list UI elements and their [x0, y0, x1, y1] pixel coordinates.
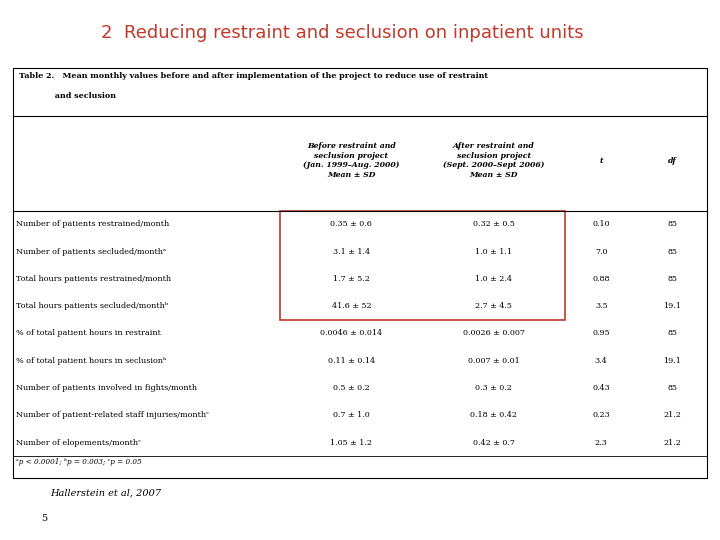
Text: 2.7 ± 4.5: 2.7 ± 4.5	[475, 302, 512, 310]
Text: 0.11 ± 0.14: 0.11 ± 0.14	[328, 357, 375, 364]
Text: 0.42 ± 0.7: 0.42 ± 0.7	[472, 438, 515, 447]
Text: 0.10: 0.10	[593, 220, 610, 228]
Text: 19.1: 19.1	[663, 357, 681, 364]
Text: 0.95: 0.95	[593, 329, 610, 338]
Text: Hallerstein et al, 2007: Hallerstein et al, 2007	[50, 489, 161, 498]
Text: 1.05 ± 1.2: 1.05 ± 1.2	[330, 438, 372, 447]
Text: 85: 85	[667, 384, 678, 392]
Text: Number of patient-related staff injuries/monthᶜ: Number of patient-related staff injuries…	[16, 411, 209, 420]
Text: 0.18 ± 0.42: 0.18 ± 0.42	[470, 411, 517, 420]
Text: df: df	[668, 157, 677, 165]
Text: 3.1 ± 1.4: 3.1 ± 1.4	[333, 247, 370, 255]
Text: % of total patient hours in restraint: % of total patient hours in restraint	[16, 329, 161, 338]
Text: 1.0 ± 2.4: 1.0 ± 2.4	[475, 275, 512, 283]
Text: 0.88: 0.88	[593, 275, 610, 283]
Text: 85: 85	[667, 247, 678, 255]
Text: 0.007 ± 0.01: 0.007 ± 0.01	[468, 357, 520, 364]
Text: 85: 85	[667, 275, 678, 283]
Text: 5: 5	[41, 514, 48, 523]
Text: 0.43: 0.43	[593, 384, 610, 392]
Text: Before restraint and
seclusion project
(Jan. 1999–Aug. 2000)
Mean ± SD: Before restraint and seclusion project (…	[303, 143, 400, 179]
Text: 7.0: 7.0	[595, 247, 608, 255]
Text: Number of patients restrained/month: Number of patients restrained/month	[16, 220, 169, 228]
Text: Table 2.   Mean monthly values before and after implementation of the project to: Table 2. Mean monthly values before and …	[19, 72, 487, 80]
Text: 0.3 ± 0.2: 0.3 ± 0.2	[475, 384, 512, 392]
Text: t: t	[599, 157, 603, 165]
Text: 85: 85	[667, 220, 678, 228]
Text: Number of elopements/monthᶜ: Number of elopements/monthᶜ	[16, 438, 140, 447]
Text: 1.0 ± 1.1: 1.0 ± 1.1	[475, 247, 512, 255]
Text: 85: 85	[667, 329, 678, 338]
Text: 1.7 ± 5.2: 1.7 ± 5.2	[333, 275, 370, 283]
Text: and seclusion: and seclusion	[19, 92, 116, 100]
Text: 41.6 ± 52: 41.6 ± 52	[331, 302, 371, 310]
Text: Total hours patients secluded/monthᵇ: Total hours patients secluded/monthᵇ	[16, 302, 168, 310]
Text: 0.0046 ± 0.014: 0.0046 ± 0.014	[320, 329, 382, 338]
Text: 3.4: 3.4	[595, 357, 608, 364]
Text: 21.2: 21.2	[663, 411, 681, 420]
Text: 2.3: 2.3	[595, 438, 608, 447]
Text: % of total patient hours in seclusionᵇ: % of total patient hours in seclusionᵇ	[16, 357, 166, 364]
Text: 0.5 ± 0.2: 0.5 ± 0.2	[333, 384, 369, 392]
Text: 19.1: 19.1	[663, 302, 681, 310]
Text: Number of patients secluded/monthᵃ: Number of patients secluded/monthᵃ	[16, 247, 166, 255]
Text: ᵃp < 0.0001; ᵇp = 0.003; ᶜp = 0.05: ᵃp < 0.0001; ᵇp = 0.003; ᶜp = 0.05	[16, 458, 141, 467]
Text: Number of patients involved in fights/month: Number of patients involved in fights/mo…	[16, 384, 197, 392]
Text: 3.5: 3.5	[595, 302, 608, 310]
Text: After restraint and
seclusion project
(Sept. 2000–Sept 2006)
Mean ± SD: After restraint and seclusion project (S…	[443, 143, 544, 179]
Text: 2  Reducing restraint and seclusion on inpatient units: 2 Reducing restraint and seclusion on in…	[101, 24, 583, 42]
Text: 0.32 ± 0.5: 0.32 ± 0.5	[472, 220, 515, 228]
Text: Total hours patients restrained/month: Total hours patients restrained/month	[16, 275, 171, 283]
Text: 0.7 ± 1.0: 0.7 ± 1.0	[333, 411, 369, 420]
Text: 21.2: 21.2	[663, 438, 681, 447]
Text: 0.23: 0.23	[593, 411, 610, 420]
Text: 0.35 ± 0.6: 0.35 ± 0.6	[330, 220, 372, 228]
Text: 0.0026 ± 0.007: 0.0026 ± 0.007	[463, 329, 525, 338]
